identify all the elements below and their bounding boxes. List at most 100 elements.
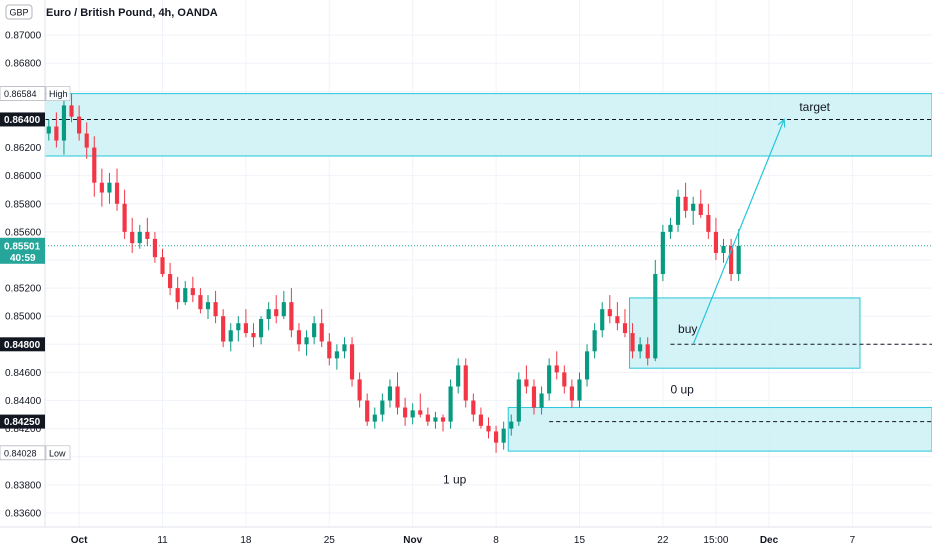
- candle-body: [418, 410, 423, 415]
- x-tick-label: 18: [240, 535, 252, 546]
- candle-body: [372, 414, 377, 422]
- candle-body: [289, 302, 294, 331]
- candle-body: [334, 351, 339, 359]
- price-label-bg: [0, 337, 45, 352]
- candle-body: [615, 316, 620, 324]
- candle-body: [190, 288, 195, 296]
- candle-body: [243, 323, 248, 334]
- annotation-1-up: 1 up: [443, 472, 467, 486]
- price-axis[interactable]: 0.870000.868000.866000.864000.862000.860…: [0, 0, 71, 550]
- price-tag-high: High: [49, 89, 68, 99]
- candle-body: [296, 330, 302, 345]
- candle-body: [569, 386, 574, 401]
- price-label: 0.86584: [4, 89, 37, 99]
- candle-body: [425, 414, 430, 422]
- candle-body: [653, 274, 658, 359]
- candle-body: [440, 417, 446, 422]
- countdown-label: 40:59: [10, 253, 36, 264]
- candle-body: [562, 372, 567, 387]
- annotation-target: target: [799, 100, 830, 114]
- zone-support: [507, 407, 932, 452]
- y-tick-label: 0.87000: [5, 31, 42, 42]
- candle-body: [683, 196, 688, 211]
- candle-body: [251, 333, 256, 338]
- candle-body: [493, 431, 499, 443]
- candle-body: [577, 379, 582, 401]
- candle-body: [69, 105, 74, 117]
- y-tick-label: 0.83600: [5, 508, 42, 519]
- candle-body: [175, 288, 180, 303]
- candle-body: [236, 323, 241, 331]
- candle-body: [410, 410, 415, 418]
- last-price-label-bg: [0, 237, 45, 264]
- price-label: 0.86400: [4, 115, 41, 126]
- price-tag-bg: [45, 445, 71, 461]
- candle-body: [509, 421, 514, 429]
- candle-body: [319, 323, 324, 342]
- zones-layer: [44, 93, 932, 452]
- candle-body: [160, 257, 165, 275]
- candle-body: [539, 393, 544, 408]
- candle-body: [304, 337, 309, 345]
- candle-body: [84, 133, 89, 148]
- y-tick-label: 0.86800: [5, 59, 42, 70]
- annotation-0-up: 0 up: [670, 382, 694, 396]
- candle-body: [675, 196, 681, 225]
- candle-body: [228, 330, 233, 342]
- x-tick-label: 11: [157, 535, 168, 546]
- candle-body: [736, 245, 741, 275]
- zone-buy-zone: [629, 297, 861, 369]
- candle-body: [486, 425, 491, 432]
- price-levels-layer: [45, 118, 932, 423]
- last-price-label: 0.85501: [4, 241, 41, 252]
- time-axis[interactable]: Oct 11 18 25 Nov 8 15 22 15:00 Dec 7: [0, 526, 932, 546]
- candle-body: [198, 295, 203, 310]
- annotations-layer: target buy 0 up 1 up: [443, 100, 831, 486]
- candle-body: [213, 302, 218, 317]
- candle-body: [130, 231, 135, 244]
- candle-body: [312, 323, 317, 338]
- candle-body: [114, 182, 120, 204]
- x-tick-label: 8: [493, 535, 499, 546]
- candle-body: [327, 341, 332, 359]
- candle-body: [145, 231, 150, 239]
- candle-body: [357, 379, 362, 401]
- price-label: 0.84250: [4, 417, 41, 428]
- candle-body: [531, 386, 537, 408]
- y-tick-label: 0.86000: [5, 171, 42, 182]
- candle-body: [660, 231, 665, 275]
- candle-body: [221, 316, 226, 342]
- target-arrow-line: [692, 119, 785, 345]
- candle-body: [433, 417, 438, 422]
- y-tick-label: 0.84400: [5, 396, 42, 407]
- price-axis-bg: [0, 0, 45, 550]
- x-tick-label: Oct: [71, 535, 88, 546]
- candle-body: [622, 323, 628, 334]
- candle-body: [600, 309, 605, 331]
- price-label-bg: [0, 414, 45, 429]
- candle-body: [61, 105, 67, 141]
- candle-body: [463, 365, 468, 401]
- candle-body: [456, 365, 461, 387]
- price-tag-bg: [45, 86, 71, 101]
- candle-body: [554, 365, 559, 373]
- candle-body: [691, 203, 696, 211]
- candle-body: [168, 274, 173, 289]
- candle-body: [501, 428, 506, 443]
- y-tick-label: 0.83800: [5, 480, 42, 491]
- currency-badge-label: GBP: [9, 8, 28, 18]
- candle-body: [274, 309, 279, 317]
- candle-body: [92, 147, 97, 183]
- candle-body: [592, 330, 597, 352]
- target-arrow-head: [777, 118, 786, 128]
- candle-body: [645, 344, 650, 359]
- candle-body: [638, 344, 643, 352]
- candle-body: [365, 400, 370, 422]
- candle-body: [547, 365, 552, 394]
- currency-badge[interactable]: GBP: [5, 4, 33, 20]
- price-label-bg: [0, 112, 45, 127]
- candle-body: [99, 182, 104, 193]
- candle-body: [706, 215, 711, 232]
- candle-body: [107, 182, 112, 193]
